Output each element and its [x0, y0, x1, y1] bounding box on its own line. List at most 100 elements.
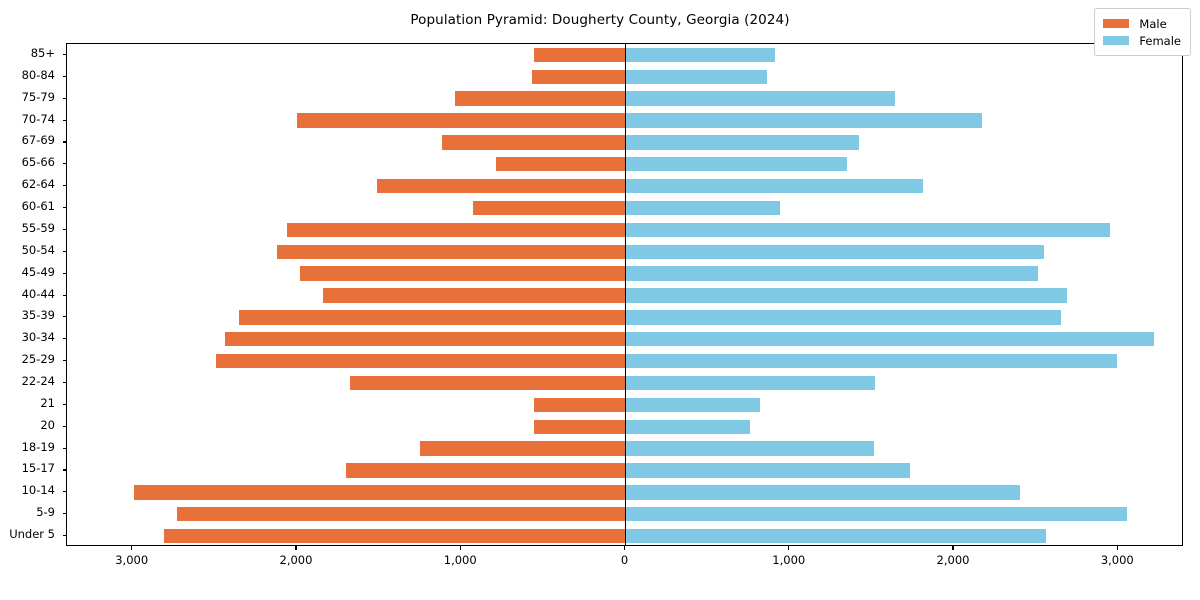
- y-tick-label: 35-39: [21, 308, 55, 323]
- bar-male-20[interactable]: [533, 419, 626, 434]
- bar-row: [67, 113, 1182, 128]
- bar-male-25-29[interactable]: [216, 353, 626, 369]
- y-tick-label: 67-69: [21, 133, 55, 148]
- bar-row: [67, 135, 1182, 150]
- bar-female-50-54[interactable]: [625, 244, 1045, 259]
- bar-female-25-29[interactable]: [625, 353, 1117, 369]
- bar-female-under-5[interactable]: [625, 528, 1047, 544]
- bar-male-5-9[interactable]: [177, 506, 626, 522]
- bar-female-60-61[interactable]: [625, 200, 780, 216]
- y-tick-mark: [62, 360, 66, 362]
- x-tick-label: 0: [620, 553, 629, 567]
- bar-male-75-79[interactable]: [454, 91, 626, 106]
- bar-row: [67, 266, 1182, 281]
- legend-label-male: Male: [1139, 16, 1167, 31]
- bar-male-85-[interactable]: [533, 47, 626, 63]
- bar-male-70-74[interactable]: [296, 113, 626, 128]
- bar-female-62-64[interactable]: [625, 178, 923, 194]
- legend-item-male[interactable]: Male: [1103, 15, 1181, 32]
- bar-row: [67, 506, 1182, 522]
- chart-title: Population Pyramid: Dougherty County, Ge…: [410, 12, 790, 28]
- bar-male-67-69[interactable]: [441, 135, 626, 150]
- bar-female-10-14[interactable]: [625, 485, 1020, 500]
- x-tick-label: 3,000: [1100, 553, 1134, 567]
- bar-row: [67, 69, 1182, 84]
- x-tick-label: 2,000: [279, 553, 313, 567]
- bar-female-35-39[interactable]: [625, 310, 1061, 325]
- y-tick-mark: [62, 97, 66, 99]
- y-tick-label: 22-24: [21, 373, 55, 388]
- bar-female-18-19[interactable]: [625, 441, 874, 456]
- y-tick-mark: [62, 228, 66, 230]
- bar-row: [67, 178, 1182, 194]
- bar-female-67-69[interactable]: [625, 135, 859, 150]
- y-tick-label: 21: [40, 395, 55, 410]
- bar-female-80-84[interactable]: [625, 69, 767, 84]
- bar-female-70-74[interactable]: [625, 113, 982, 128]
- y-tick-label: 25-29: [21, 352, 55, 367]
- bar-female-15-17[interactable]: [625, 463, 910, 478]
- bar-male-22-24[interactable]: [349, 375, 626, 391]
- bar-female-45-49[interactable]: [625, 266, 1038, 281]
- bar-male-35-39[interactable]: [239, 310, 626, 325]
- bar-male-65-66[interactable]: [495, 157, 626, 172]
- bar-male-15-17[interactable]: [346, 463, 626, 478]
- bar-female-20[interactable]: [625, 419, 751, 434]
- y-tick-mark: [62, 250, 66, 252]
- x-tick-label: 2,000: [936, 553, 970, 567]
- zero-axis-line: [624, 44, 627, 545]
- y-tick-label: 5-9: [36, 505, 55, 520]
- x-tick-mark: [295, 546, 297, 550]
- y-tick-mark: [62, 338, 66, 340]
- y-tick-mark: [62, 535, 66, 537]
- bar-female-85-[interactable]: [625, 47, 775, 63]
- bar-male-55-59[interactable]: [287, 222, 626, 238]
- bar-row: [67, 485, 1182, 500]
- bar-male-80-84[interactable]: [531, 69, 626, 84]
- y-tick-mark: [62, 491, 66, 493]
- y-tick-label: 30-34: [21, 330, 55, 345]
- chart-legend: Male Female: [1094, 8, 1191, 56]
- x-tick-mark: [952, 546, 954, 550]
- y-tick-label: 62-64: [21, 177, 55, 192]
- legend-label-female: Female: [1139, 33, 1181, 48]
- bar-female-55-59[interactable]: [625, 222, 1111, 238]
- bar-male-30-34[interactable]: [224, 332, 626, 347]
- y-tick-mark: [62, 403, 66, 405]
- bar-male-40-44[interactable]: [323, 288, 626, 303]
- bar-male-45-49[interactable]: [300, 266, 626, 281]
- bar-row: [67, 310, 1182, 325]
- bar-female-5-9[interactable]: [625, 506, 1127, 522]
- y-tick-label: 40-44: [21, 286, 55, 301]
- y-tick-label: 10-14: [21, 483, 55, 498]
- bar-row: [67, 332, 1182, 347]
- y-tick-label: 85+: [30, 45, 55, 60]
- bar-row: [67, 47, 1182, 63]
- bar-male-62-64[interactable]: [377, 178, 626, 194]
- bar-row: [67, 441, 1182, 456]
- bar-male-60-61[interactable]: [472, 200, 626, 216]
- legend-item-female[interactable]: Female: [1103, 32, 1181, 49]
- bar-male-10-14[interactable]: [134, 485, 626, 500]
- bar-row: [67, 528, 1182, 544]
- bar-female-65-66[interactable]: [625, 157, 848, 172]
- bar-female-30-34[interactable]: [625, 332, 1155, 347]
- y-tick-label: 70-74: [21, 111, 55, 126]
- bar-male-under-5[interactable]: [163, 528, 626, 544]
- bar-male-18-19[interactable]: [420, 441, 626, 456]
- y-tick-mark: [62, 447, 66, 449]
- y-tick-label: 80-84: [21, 67, 55, 82]
- y-tick-mark: [62, 53, 66, 56]
- y-tick-label: 60-61: [21, 199, 55, 214]
- bar-row: [67, 91, 1182, 106]
- bar-male-50-54[interactable]: [277, 244, 626, 259]
- bar-male-21[interactable]: [533, 397, 626, 413]
- bar-female-22-24[interactable]: [625, 375, 876, 391]
- legend-swatch-female: [1103, 36, 1130, 45]
- bar-female-75-79[interactable]: [625, 91, 895, 106]
- y-tick-mark: [62, 513, 66, 515]
- bar-female-21[interactable]: [625, 397, 761, 413]
- bar-female-40-44[interactable]: [625, 288, 1068, 303]
- bar-row: [67, 419, 1182, 434]
- y-tick-mark: [62, 294, 66, 296]
